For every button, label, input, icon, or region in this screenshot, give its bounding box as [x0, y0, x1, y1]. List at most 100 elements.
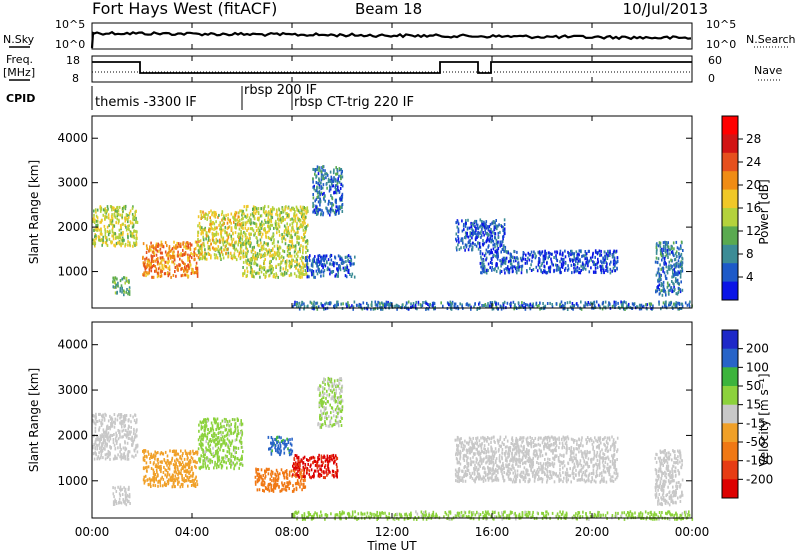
power-echo-cell	[432, 301, 435, 305]
power-echo-cell	[660, 267, 662, 271]
power-echo-cell	[487, 304, 489, 308]
power-echo-cell	[385, 300, 388, 304]
power-echo-cell	[414, 303, 417, 307]
velocity-echo-cell	[202, 438, 204, 442]
velocity-echo-cell	[209, 458, 212, 462]
power-echo-cell	[529, 307, 532, 311]
power-echo-cell	[590, 301, 592, 305]
velocity-echo-cell	[120, 452, 122, 456]
power-echo-cell	[275, 257, 277, 261]
power-echo-cell	[559, 252, 561, 256]
power-echo-cell	[100, 230, 102, 234]
power-echo-cell	[340, 171, 343, 175]
power-echo-cell	[322, 211, 325, 215]
power-echo-cell	[108, 224, 110, 228]
power-echo-cell	[314, 255, 316, 259]
power-echo-cell	[160, 270, 162, 274]
velocity-echo-cell	[95, 415, 97, 419]
power-echo-cell	[320, 258, 323, 262]
power-echo-cell	[112, 234, 115, 238]
power-echo-cell	[158, 262, 161, 266]
power-echo-cell	[133, 216, 136, 220]
power-colorbar-swatch	[722, 281, 738, 301]
power-echo-cell	[247, 204, 249, 208]
velocity-echo-cell	[180, 457, 183, 461]
power-echo-cell	[461, 237, 464, 241]
velocity-echo-cell	[164, 461, 167, 465]
velocity-echo-cell	[173, 485, 176, 489]
power-echo-cell	[187, 258, 189, 262]
power-echo-cell	[337, 254, 340, 258]
power-echo-cell	[320, 302, 322, 306]
power-echo-cell	[182, 248, 184, 252]
power-echo-cell	[267, 250, 270, 254]
power-echo-cell	[504, 261, 507, 265]
velocity-echo-cell	[194, 464, 196, 468]
power-echo-cell	[223, 248, 225, 252]
power-echo-cell	[118, 241, 121, 245]
velocity-echo-cell	[174, 470, 176, 474]
power-echo-cell	[463, 228, 465, 232]
power-echo-cell	[472, 223, 475, 227]
power-echo-cell	[116, 217, 118, 221]
power-echo-cell	[112, 276, 114, 280]
power-echo-cell	[280, 220, 283, 224]
power-echo-cell	[494, 300, 496, 304]
velocity-echo-cell	[210, 453, 213, 456]
velocity-echo-cell	[115, 490, 118, 493]
power-echo-cell	[540, 268, 542, 272]
power-echo-cell	[680, 280, 682, 284]
velocity-echo-cell	[103, 418, 106, 422]
power-echo-cell	[345, 302, 347, 306]
power-echo-cell	[102, 235, 104, 239]
power-echo-cell	[671, 290, 673, 294]
velocity-echo-cell	[236, 461, 238, 465]
power-echo-cell	[283, 236, 285, 240]
power-echo-cell	[675, 264, 678, 268]
power-echo-cell	[292, 220, 295, 224]
power-echo-cell	[514, 303, 516, 307]
power-echo-cell	[337, 185, 339, 189]
velocity-echo-cell	[268, 467, 270, 471]
velocity-echo-cell	[97, 444, 99, 447]
power-echo-cell	[208, 211, 210, 214]
velocity-echo-cell	[113, 433, 115, 436]
power-echo-cell	[176, 265, 179, 269]
velocity-echo-cell	[128, 494, 130, 498]
power-echo-cell	[322, 270, 325, 274]
velocity-echo-cell	[231, 439, 234, 443]
velocity-echo-cell	[111, 420, 113, 424]
power-echo-cell	[105, 242, 108, 246]
power-echo-cell	[578, 253, 580, 257]
velocity-echo-cell	[128, 430, 131, 434]
power-echo-cell	[661, 293, 664, 297]
power-echo-cell	[461, 304, 463, 308]
power-echo-cell	[320, 175, 323, 179]
power-echo-cell	[461, 229, 464, 233]
velocity-echo-cell	[200, 446, 203, 450]
power-echo-cell	[499, 304, 502, 308]
velocity-echo-cell	[121, 487, 123, 491]
power-echo-cell	[276, 210, 278, 214]
power-echo-cell	[477, 234, 480, 238]
freq-label-line1: Freq.	[6, 53, 33, 66]
power-echo-cell	[323, 257, 325, 261]
power-echo-cell	[247, 258, 249, 262]
power-echo-cell	[240, 209, 243, 213]
velocity-echo-cell	[98, 437, 100, 441]
velocity-echo-cell	[221, 464, 224, 468]
power-echo-cell	[263, 273, 265, 277]
velocity-echo-cell	[189, 470, 191, 474]
power-echo-cell	[296, 240, 298, 244]
power-echo-cell	[171, 256, 174, 260]
power-echo-cell	[371, 304, 373, 307]
power-echo-cell	[330, 258, 333, 262]
power-echo-cell	[196, 272, 199, 275]
power-colorbar-swatch	[722, 116, 738, 135]
power-echo-cell	[567, 264, 569, 268]
power-panel-frame	[91, 115, 693, 309]
power-echo-cell	[366, 307, 369, 311]
power-echo-cell	[606, 262, 608, 266]
power-echo-cell	[289, 218, 292, 222]
power-echo-cell	[281, 237, 283, 240]
